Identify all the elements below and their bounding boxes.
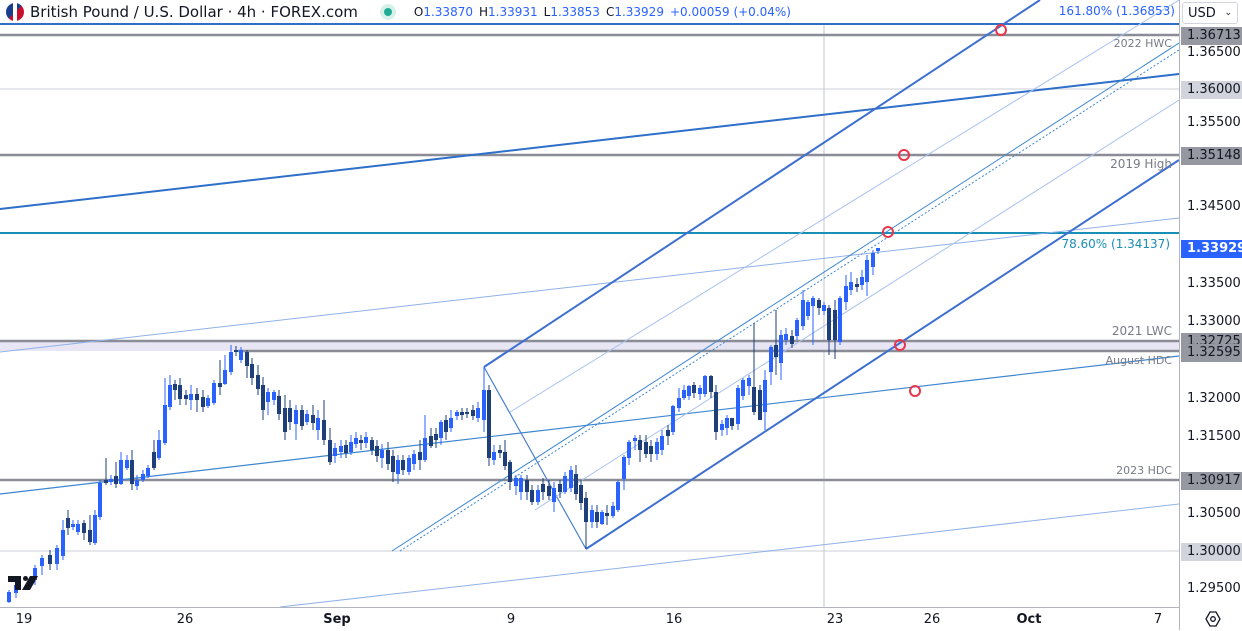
currency-value: USD: [1188, 5, 1216, 21]
price-tick: 1.35500: [1187, 115, 1241, 130]
candlesticks: [7, 248, 880, 603]
price-tag-1-36000: 1.36000: [1181, 81, 1242, 99]
upper-trendline: [0, 73, 1179, 210]
change-value: +0.00059 (+0.04%): [669, 5, 791, 19]
fib-786-label: 78.60% (1.34137): [1061, 237, 1170, 251]
price-tick: 1.32000: [1187, 391, 1241, 406]
price-tag-2023-hdc: 1.30917: [1181, 472, 1242, 490]
ohlc-legend: O1.33870 H1.33931 L1.33853 C1.33929 +0.0…: [414, 5, 791, 19]
pitchfork-lower-tine: [585, 159, 1179, 550]
price-tick: 1.31500: [1187, 429, 1241, 444]
fib-161-label: 161.80% (1.36853): [1058, 4, 1175, 18]
time-label: 9: [506, 612, 516, 627]
target-marker-161: [995, 24, 1007, 36]
price-tag-1-30000: 1.30000: [1181, 543, 1242, 561]
time-label: Sep: [323, 612, 351, 627]
price-axis[interactable]: [1179, 0, 1242, 630]
upper-parallel-line: [0, 217, 1179, 353]
time-axis[interactable]: 19 26 Sep 9 16 23 26 Oct 7: [0, 607, 1179, 631]
open-value: 1.33870: [423, 5, 473, 19]
price-tag-2022-hwc: 1.36713: [1181, 27, 1242, 45]
pitchfork-quarter-upper: [509, 0, 1179, 413]
pitchfork-quarter-lower: [534, 99, 1179, 511]
high-label: H: [478, 5, 488, 19]
price-tick: 1.33000: [1187, 314, 1241, 329]
label-2022-hwc: 2022 HWC: [1113, 37, 1172, 50]
label-2021-lwc: 2021 LWC: [1111, 324, 1172, 338]
pitchfork-upper-tine: [483, 0, 1041, 368]
price-tick: 1.33500: [1187, 276, 1241, 291]
price-tick: 1.30500: [1187, 506, 1241, 521]
price-tick: 1.29500: [1187, 581, 1241, 596]
time-label: Oct: [1016, 612, 1042, 627]
open-label: O: [413, 5, 424, 19]
gbp-usd-flag-icon: [6, 3, 24, 21]
currency-select[interactable]: USD ⌄: [1182, 2, 1238, 24]
price-tick: 1.36500: [1187, 45, 1241, 60]
time-label: 16: [665, 612, 683, 627]
time-label: 26: [923, 612, 941, 627]
price-tag-2019-high: 1.35148: [1181, 147, 1242, 165]
time-label: 7: [1153, 612, 1163, 627]
support-marker-lwc: [894, 339, 906, 351]
mid-trendline: [0, 355, 1179, 495]
label-2019-high: 2019 High: [1110, 157, 1172, 171]
high-value: 1.33931: [488, 5, 538, 19]
price-tick: 1.34500: [1187, 199, 1241, 214]
market-open-status-icon: [383, 8, 392, 16]
price-tag-august-hdc: 1.32595: [1181, 344, 1242, 362]
close-value: 1.33929: [614, 5, 664, 19]
chart-plot-area[interactable]: [0, 0, 1179, 607]
time-label: 19: [15, 612, 33, 627]
pitchfork-median-dotted: [399, 49, 1179, 552]
pitchfork-handle-a: [483, 366, 587, 550]
pitchfork-median: [391, 42, 1179, 552]
lower-trendline: [279, 503, 1179, 607]
chart-header: British Pound / U.S. Dollar · 4h · FOREX…: [0, 0, 1180, 24]
time-label: 23: [826, 612, 844, 627]
low-label: L: [543, 5, 551, 19]
chevron-down-icon: ⌄: [1224, 8, 1232, 18]
tradingview-logo-icon: [8, 576, 38, 590]
target-marker-2019-high: [898, 149, 910, 161]
settings-gear-icon[interactable]: [1205, 611, 1221, 627]
label-august-hdc: August HDC: [1105, 354, 1172, 367]
support-marker-trendline: [909, 385, 921, 397]
low-value: 1.33853: [550, 5, 600, 19]
target-marker-786: [882, 226, 894, 238]
current-price-tag: 1.33929: [1181, 240, 1242, 258]
symbol-title[interactable]: British Pound / U.S. Dollar · 4h · FOREX…: [30, 3, 358, 21]
time-label: 26: [176, 612, 194, 627]
close-label: C: [605, 5, 615, 19]
lwc-hdc-zone: [0, 341, 1179, 351]
label-2023-hdc: 2023 HDC: [1116, 464, 1172, 477]
